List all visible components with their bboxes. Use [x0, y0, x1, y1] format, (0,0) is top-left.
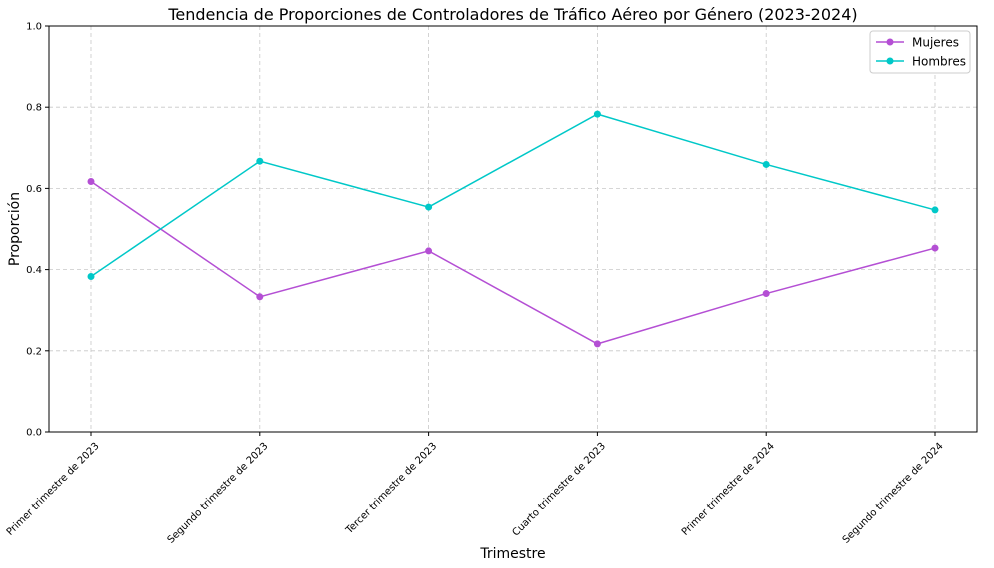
data-point [256, 293, 264, 301]
data-point [762, 160, 770, 168]
series-layer [87, 110, 939, 348]
x-tick-label: Primer trimestre de 2023 [5, 441, 102, 538]
data-point [762, 290, 770, 298]
legend: Mujeres Hombres [869, 30, 971, 74]
y-tick-label: 0.8 [26, 103, 42, 114]
data-point [87, 177, 95, 185]
x-axis: Primer trimestre de 2023 Segundo trimestr… [5, 432, 946, 546]
series-hombres [87, 110, 939, 281]
data-point [593, 340, 601, 348]
legend-marker [886, 57, 894, 65]
series-line [90, 180, 936, 345]
series-mujeres [87, 177, 939, 348]
y-axis-label: Proporción [7, 192, 23, 266]
series-line [90, 113, 936, 278]
y-tick-label: 0.6 [26, 184, 42, 195]
data-point [87, 273, 95, 281]
x-tick-label: Segundo trimestre de 2024 [841, 441, 946, 546]
x-axis-label: Trimestre [479, 546, 545, 562]
x-tick-label: Cuarto trimestre de 2023 [510, 441, 608, 539]
x-tick-label: Primer trimestre de 2024 [680, 441, 777, 538]
legend-items: Mujeres Hombres [876, 36, 966, 69]
y-axis: 0.0 0.2 0.4 0.6 0.8 1.0 [26, 22, 49, 439]
data-point [931, 206, 939, 214]
y-tick-label: 0.0 [26, 428, 42, 439]
y-tick-label: 1.0 [26, 22, 42, 33]
grid-layer [49, 26, 977, 432]
legend-marker [886, 38, 894, 46]
chart-title: Tendencia de Proporciones de Controlador… [167, 5, 857, 24]
plot-frame [48, 25, 978, 433]
data-point [931, 244, 939, 252]
y-tick-label: 0.2 [26, 346, 42, 357]
legend-label: Hombres [912, 55, 966, 69]
x-tick-label: Segundo trimestre de 2023 [166, 441, 271, 546]
y-tick-label: 0.4 [26, 265, 42, 276]
x-tick-label: Tercer trimestre de 2023 [343, 441, 439, 537]
legend-label: Mujeres [912, 36, 959, 50]
data-point [425, 247, 433, 255]
data-point [256, 157, 264, 165]
data-point [593, 110, 601, 118]
data-point [425, 203, 433, 211]
